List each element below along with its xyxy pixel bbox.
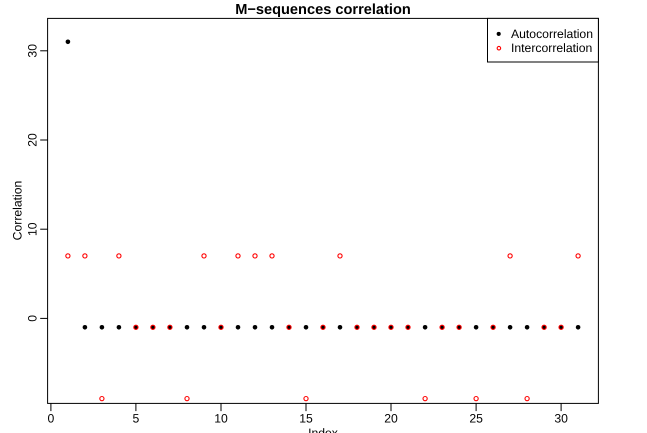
svg-text:Index: Index bbox=[308, 426, 338, 433]
svg-text:0: 0 bbox=[26, 315, 40, 322]
svg-text:15: 15 bbox=[299, 412, 313, 426]
svg-text:30: 30 bbox=[26, 44, 40, 58]
svg-text:5: 5 bbox=[133, 412, 140, 426]
svg-text:Intercorrelation: Intercorrelation bbox=[511, 41, 592, 55]
svg-text:0: 0 bbox=[48, 412, 55, 426]
svg-text:Autocorrelation: Autocorrelation bbox=[511, 27, 593, 41]
svg-text:20: 20 bbox=[26, 133, 40, 147]
svg-text:M−sequences correlation: M−sequences correlation bbox=[235, 2, 411, 18]
svg-text:10: 10 bbox=[26, 222, 40, 236]
svg-text:Correlation: Correlation bbox=[10, 181, 24, 241]
svg-text:10: 10 bbox=[214, 412, 228, 426]
svg-text:25: 25 bbox=[469, 412, 483, 426]
svg-text:20: 20 bbox=[384, 412, 398, 426]
svg-text:30: 30 bbox=[554, 412, 568, 426]
